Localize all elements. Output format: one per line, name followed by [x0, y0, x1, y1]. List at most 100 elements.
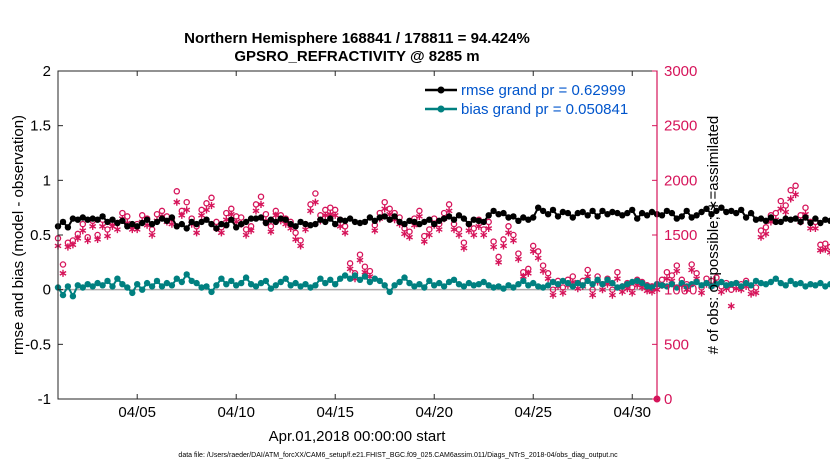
bias-point — [84, 281, 91, 288]
bias-point — [341, 272, 349, 279]
rmse-point — [638, 209, 646, 217]
bias-point — [465, 279, 473, 287]
bias-point — [381, 282, 388, 289]
bias-point — [619, 283, 626, 290]
rmse-point — [619, 212, 626, 219]
rmse-point — [713, 207, 720, 215]
rmse-point — [143, 216, 151, 223]
rmse-point — [74, 216, 82, 223]
possible-obs-point — [59, 261, 67, 268]
bias-series — [54, 271, 830, 300]
rmse-point — [406, 217, 413, 224]
rmse-point — [535, 204, 542, 211]
assimilated-obs-point — [673, 267, 681, 275]
possible-obs-point — [262, 210, 270, 218]
rmse-point — [386, 216, 393, 223]
rmse-point — [411, 218, 418, 226]
bias-point — [460, 283, 468, 290]
bias-point — [525, 282, 532, 289]
bias-point — [228, 277, 235, 285]
bias-point — [401, 274, 408, 281]
bias-point — [64, 283, 72, 290]
rmse-point — [723, 208, 730, 216]
assimilated-obs-point — [792, 190, 800, 199]
assimilated-obs-point — [267, 228, 275, 236]
rmse-point — [510, 213, 517, 220]
x-tick-label: 04/10 — [217, 404, 255, 421]
bias-point — [317, 275, 324, 282]
bias-point — [782, 282, 789, 289]
rmse-point — [114, 219, 121, 227]
rmse-point — [629, 206, 636, 214]
rmse-point — [163, 217, 171, 224]
possible-obs-point — [381, 198, 388, 206]
rmse-point — [233, 224, 240, 231]
y-right-tick-label: 3000 — [664, 63, 697, 80]
bias-point — [351, 272, 359, 279]
assimilated-obs-point — [292, 235, 300, 243]
assimilated-obs-point — [514, 255, 522, 263]
bias-point — [530, 279, 537, 287]
bias-point — [292, 279, 299, 287]
rmse-point — [594, 213, 601, 220]
bias-point — [777, 279, 784, 287]
bias-point — [718, 278, 725, 286]
bias-point — [634, 277, 641, 285]
plot-area — [58, 71, 657, 399]
rmse-point — [312, 220, 319, 228]
bias-point — [658, 282, 666, 289]
possible-obs-point — [534, 248, 542, 255]
assimilated-obs-point — [321, 211, 329, 219]
bias-point — [421, 284, 428, 291]
bias-point — [59, 291, 67, 299]
y-left-tick-label: 1 — [43, 172, 51, 189]
bias-point — [445, 278, 453, 286]
rmse-point — [292, 223, 299, 230]
bias-point — [742, 279, 750, 287]
y-axis-left-label: rmse and bias (model - observation) — [10, 115, 27, 355]
bias-point — [129, 289, 136, 297]
rmse-point — [549, 206, 557, 214]
bias-point — [643, 283, 651, 290]
rmse-point — [119, 217, 126, 224]
rmse-point — [733, 209, 740, 217]
bias-point — [287, 282, 294, 289]
bias-point — [411, 283, 418, 290]
bias-point — [817, 279, 824, 287]
bias-point — [327, 276, 334, 283]
possible-obs-point — [505, 223, 512, 230]
y-left-tick-label: -1 — [38, 391, 51, 408]
bias-point — [480, 278, 487, 286]
y-left-tick-label: 0.5 — [30, 227, 51, 244]
bias-point — [366, 278, 374, 286]
rmse-point — [208, 220, 215, 228]
bias-point — [431, 282, 438, 289]
rmse-point — [307, 222, 314, 229]
assimilated-obs-point — [311, 198, 319, 206]
rmse-point — [802, 214, 809, 221]
bias-point — [614, 284, 621, 291]
assimilated-obs-point — [272, 211, 280, 219]
bias-point — [822, 283, 829, 290]
rmse-point — [668, 209, 676, 217]
assimilated-obs-point — [450, 225, 458, 234]
bias-point — [455, 281, 463, 288]
bias-point — [757, 279, 765, 287]
y-left-tick-label: 1.5 — [30, 118, 51, 135]
legend-box — [418, 76, 654, 122]
bias-point — [277, 278, 284, 286]
rmse-point — [772, 218, 779, 226]
bias-point — [797, 279, 804, 287]
possible-obs-point — [792, 182, 799, 190]
bias-point — [792, 281, 799, 288]
bias-point — [703, 279, 710, 287]
assimilated-obs-point — [113, 225, 121, 234]
y-right-tick-label: 2000 — [664, 172, 697, 189]
possible-obs-point — [802, 204, 809, 211]
rmse-point — [544, 211, 552, 218]
bias-point — [163, 279, 171, 287]
bias-point — [153, 277, 161, 285]
assimilated-obs-point — [435, 225, 443, 234]
possible-obs-point — [257, 193, 265, 200]
x-axis: 04/05 04/10 04/15 04/20 04/25 04/30 — [118, 71, 651, 421]
